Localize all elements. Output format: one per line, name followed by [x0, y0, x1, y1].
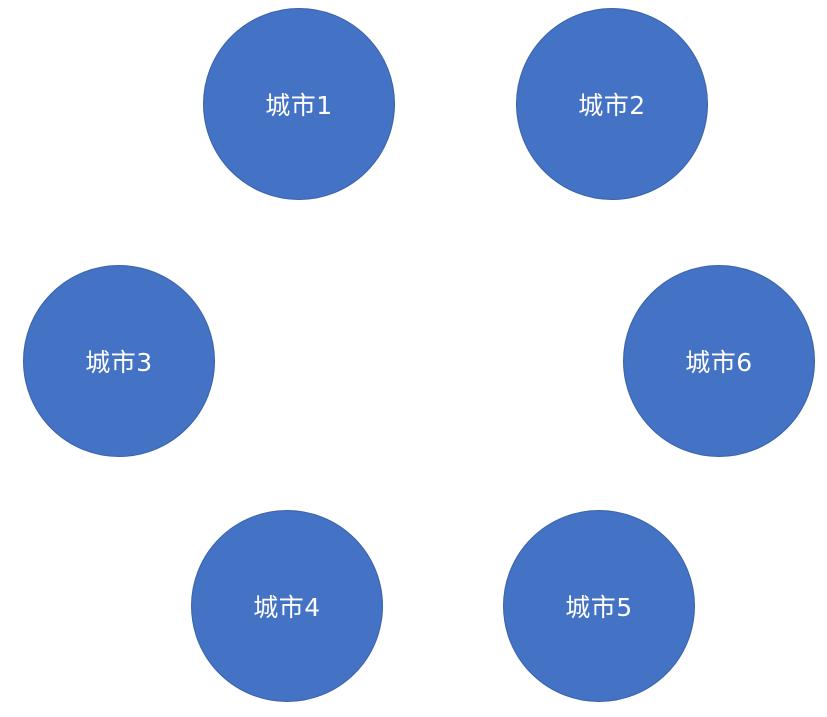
city-node-1: 城市1: [203, 8, 395, 200]
city-label-6: 城市6: [685, 348, 753, 377]
city-label-2: 城市2: [578, 91, 646, 120]
city-node-2: 城市2: [516, 8, 708, 200]
city-label-5: 城市5: [565, 593, 633, 622]
city-node-4: 城市4: [191, 510, 383, 702]
city-label-3: 城市3: [85, 348, 153, 377]
city-node-3: 城市3: [23, 265, 215, 457]
city-label-1: 城市1: [265, 91, 333, 120]
city-node-5: 城市5: [503, 510, 695, 702]
city-node-6: 城市6: [623, 265, 815, 457]
city-label-4: 城市4: [253, 593, 321, 622]
